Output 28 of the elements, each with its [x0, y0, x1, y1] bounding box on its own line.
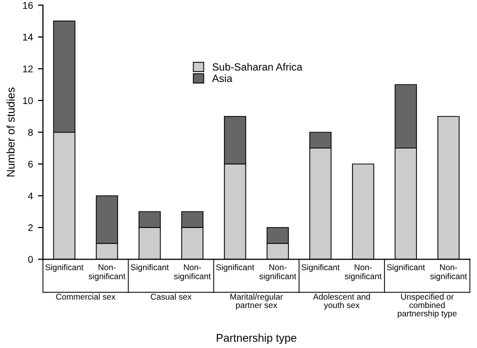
y-tick-label: 14: [23, 34, 33, 40]
x-tick-label: Significant: [130, 264, 169, 272]
legend-label: Sub-Saharan Africa: [212, 62, 302, 71]
x-axis-title: Partnership type: [216, 334, 296, 344]
y-tick-label: 10: [23, 97, 33, 104]
x-tick-label: Non- significant: [259, 264, 296, 281]
x-tick-label: Significant: [302, 264, 340, 272]
text: Casual sex: [150, 294, 192, 300]
y-tick-label: 12: [23, 65, 33, 72]
x-tick-label: Non- significant: [344, 264, 382, 281]
y-tick-label: 0: [28, 256, 33, 263]
legend-label: Asia: [212, 74, 232, 82]
x-tick-label: Significant: [386, 264, 425, 272]
x-tick-label: Non- significant: [88, 264, 126, 281]
y-tick-label: 16: [23, 2, 33, 9]
text: Commercial sex: [56, 294, 116, 300]
x-tick-label: Significant: [45, 264, 84, 272]
y-tick-label: 2: [28, 224, 33, 232]
x-tick-label: Non- significant: [174, 264, 211, 281]
text: Marital/regular partner sex: [230, 294, 283, 310]
y-tick-label: 4: [28, 192, 33, 200]
text: Unspecified or combined partnership type: [398, 294, 457, 318]
y-axis-title: Number of studies: [6, 88, 15, 176]
x-tick-label: Non- significant: [430, 264, 467, 281]
x-tick-label: Significant: [216, 264, 254, 272]
y-tick-label: 8: [28, 128, 33, 136]
text: Adolescent and youth sex: [313, 294, 370, 310]
y-tick-label: 6: [28, 160, 33, 168]
